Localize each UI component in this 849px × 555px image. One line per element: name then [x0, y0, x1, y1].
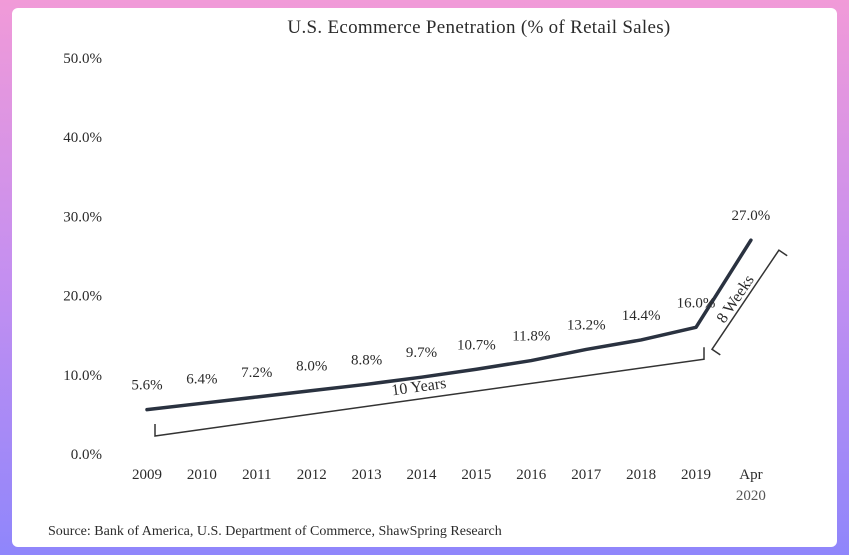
eight-weeks-bracket: [710, 249, 788, 356]
x-tick-label: 2009: [132, 467, 162, 483]
y-tick-label: 0.0%: [71, 447, 102, 463]
y-axis: 0.0% 10.0% 20.0% 30.0% 40.0% 50.0%: [63, 51, 102, 463]
y-tick-label: 10.0%: [63, 368, 102, 384]
y-tick-label: 30.0%: [63, 209, 102, 225]
data-label: 13.2%: [567, 317, 606, 333]
x-tick-label: 2014: [407, 467, 438, 483]
eight-weeks-label: 8 Weeks: [714, 272, 758, 326]
y-tick-label: 50.0%: [63, 51, 102, 67]
data-label: 14.4%: [622, 308, 661, 324]
x-tick-label: 2010: [187, 467, 217, 483]
x-tick-label: Apr 2020: [736, 467, 766, 504]
data-label: 11.8%: [512, 329, 550, 345]
data-label: 9.7%: [406, 345, 437, 361]
chart-title: U.S. Ecommerce Penetration (% of Retail …: [287, 17, 670, 38]
x-axis: 2009 2010 2011 2012 2013 2014 2015 2016 2017 2018…: [132, 467, 766, 504]
x-tick-label: 2015: [461, 467, 491, 483]
x-tick-label: 2016: [516, 467, 547, 483]
x-tick-label: 2018: [626, 467, 656, 483]
y-tick-label: 20.0%: [63, 289, 102, 305]
series-group: 5.6% 6.4% 7.2% 8.0% 8.8% 9.7% 10.7% 11.8% 13.2% 1…: [131, 208, 771, 412]
data-label: 27.0%: [732, 208, 771, 224]
data-label: 6.4%: [186, 371, 217, 387]
data-label: 7.2%: [241, 365, 272, 381]
x-tick-label: 2011: [242, 467, 271, 483]
x-tick-label: 2017: [571, 467, 602, 483]
source-note: Source: Bank of America, U.S. Department…: [48, 524, 502, 539]
data-label: 5.6%: [131, 378, 162, 394]
x-tick-label: 2012: [297, 467, 327, 483]
x-tick-label: 2019: [681, 467, 711, 483]
ecommerce-penetration-chart: U.S. Ecommerce Penetration (% of Retail …: [48, 17, 788, 539]
y-tick-label: 40.0%: [63, 130, 102, 146]
data-label: 16.0%: [677, 295, 716, 311]
data-label: 10.7%: [457, 337, 496, 353]
data-label: 8.8%: [351, 352, 382, 368]
x-tick-label: 2013: [352, 467, 382, 483]
data-label: 8.0%: [296, 359, 327, 375]
ten-years-bracket: [154, 347, 705, 437]
chart-card: U.S. Ecommerce Penetration (% of Retail …: [12, 8, 837, 547]
series-line: [145, 238, 753, 412]
